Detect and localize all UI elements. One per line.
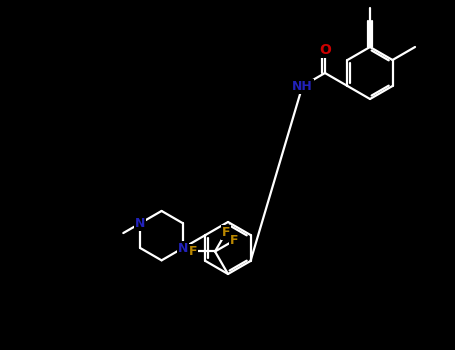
Text: O: O [319, 43, 331, 57]
Text: N: N [135, 217, 146, 230]
Text: F: F [189, 245, 197, 258]
Text: NH: NH [292, 79, 313, 92]
Text: F: F [230, 234, 238, 247]
Text: F: F [222, 226, 230, 239]
Text: N: N [178, 241, 188, 254]
